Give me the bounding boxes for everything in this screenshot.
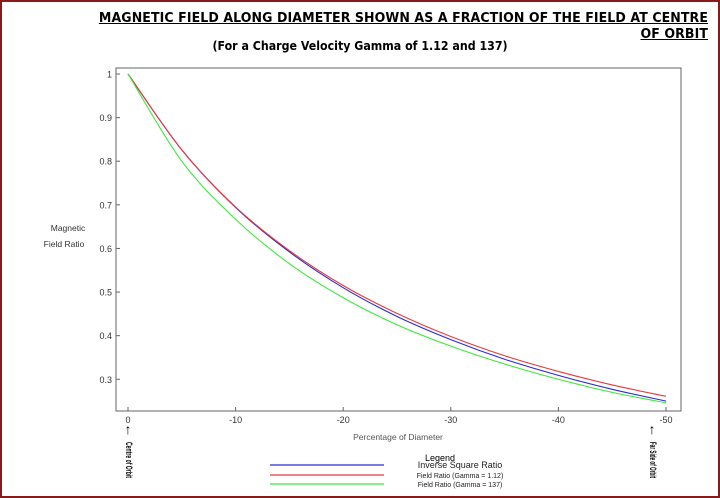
- far-side-of-orbit-label: Far Side of Orbit: [648, 442, 658, 478]
- y-tick-label: 1: [107, 70, 112, 80]
- chart-subtitle: (For a Charge Velocity Gamma of 1.12 and…: [212, 39, 508, 53]
- series-lines: [127, 73, 667, 404]
- x-tick-label: -30: [444, 415, 457, 425]
- legend-title: Legend: [425, 453, 455, 463]
- far-side-annotation: ↑ Far Side of Orbit: [648, 421, 658, 478]
- y-tick-label: 0.7: [99, 200, 112, 210]
- x-tick-label: -50: [659, 415, 672, 425]
- y-axis-label-line-2: Field Ratio: [44, 239, 85, 249]
- y-tick-label: 0.5: [99, 288, 112, 298]
- plot-area: [115, 67, 682, 412]
- y-tick-label: 0.4: [99, 331, 112, 341]
- x-axis-label: Percentage of Diameter: [353, 432, 443, 442]
- y-tick-label: 0.8: [99, 157, 112, 167]
- up-arrow-icon: ↑: [649, 421, 656, 437]
- up-arrow-icon: ↑: [125, 421, 132, 437]
- legend-entry-label: Inverse Square Ratio: [418, 460, 503, 470]
- x-ticks: 0 -10 -20 -30 -40 -50: [125, 407, 673, 425]
- chart-title: MAGNETIC FIELD ALONG DIAMETER SHOWN AS A…: [98, 10, 708, 42]
- x-tick-label: -10: [229, 415, 242, 425]
- x-tick-label: 0: [125, 415, 130, 425]
- y-tick-label: 0.6: [99, 244, 112, 254]
- series-line-3: [127, 73, 667, 404]
- centre-annotation: ↑ Centre of Orbit: [124, 421, 134, 478]
- legend-entry-label: Field Ratio (Gamma = 1.12): [417, 473, 504, 480]
- series-line-1: [127, 73, 667, 402]
- y-tick-label: 0.3: [99, 375, 112, 385]
- y-ticks: 0.3 0.4 0.5 0.6 0.7 0.8 0.9 1: [99, 70, 120, 385]
- series-line-2: [127, 73, 667, 397]
- legend-entry-label: Field Ratio (Gamma = 137): [418, 482, 503, 489]
- y-axis-label-line-1: Magnetic: [51, 223, 86, 233]
- legend: Inverse Square Ratio Field Ratio (Gamma =…: [270, 460, 503, 489]
- y-tick-label: 0.9: [99, 113, 112, 123]
- x-tick-label: -40: [552, 415, 565, 425]
- x-tick-label: -20: [337, 415, 350, 425]
- centre-of-orbit-label: Centre of Orbit: [124, 442, 134, 478]
